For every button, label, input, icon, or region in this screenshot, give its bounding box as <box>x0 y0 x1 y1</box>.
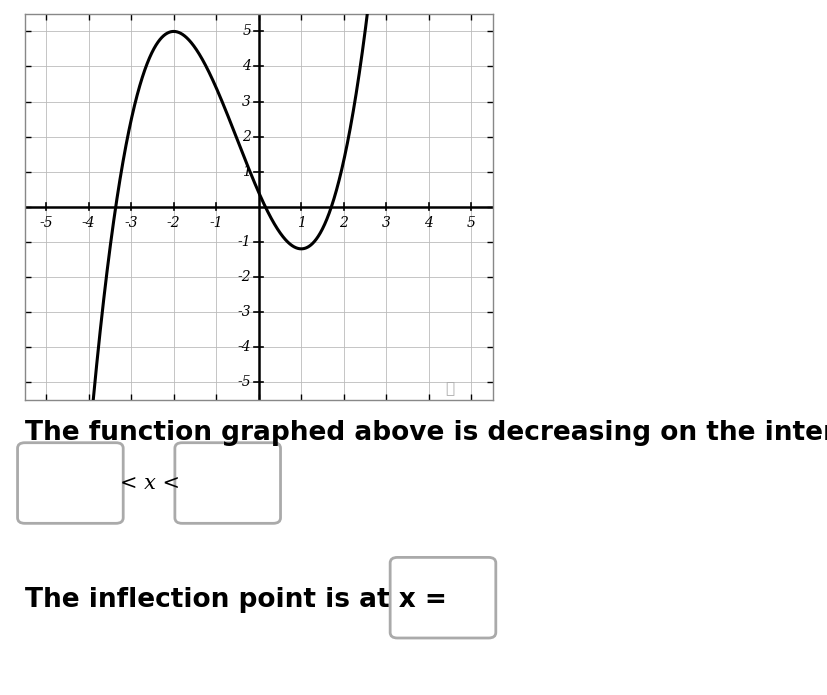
FancyBboxPatch shape <box>390 557 495 638</box>
Text: < x <: < x < <box>120 473 179 493</box>
Text: -5: -5 <box>237 375 251 389</box>
Text: -1: -1 <box>237 235 251 249</box>
Text: 3: 3 <box>242 95 251 108</box>
Text: -4: -4 <box>237 340 251 354</box>
Text: -3: -3 <box>237 305 251 319</box>
Text: -3: -3 <box>124 215 138 229</box>
Text: 4: 4 <box>242 60 251 74</box>
Text: ⌕: ⌕ <box>445 382 454 397</box>
Text: 2: 2 <box>339 215 348 229</box>
Text: 3: 3 <box>381 215 390 229</box>
Text: The function graphed above is decreasing on the interval: The function graphed above is decreasing… <box>25 420 827 446</box>
FancyBboxPatch shape <box>174 443 280 523</box>
Text: -2: -2 <box>167 215 180 229</box>
Text: 1: 1 <box>297 215 305 229</box>
Text: 5: 5 <box>242 24 251 38</box>
Text: 4: 4 <box>424 215 433 229</box>
Text: -1: -1 <box>209 215 222 229</box>
Text: 5: 5 <box>466 215 476 229</box>
Text: -5: -5 <box>39 215 53 229</box>
Text: -4: -4 <box>82 215 95 229</box>
Text: 1: 1 <box>242 165 251 179</box>
Text: The inflection point is at x =: The inflection point is at x = <box>25 587 447 613</box>
Text: 2: 2 <box>242 130 251 144</box>
FancyBboxPatch shape <box>17 443 123 523</box>
Text: -2: -2 <box>237 270 251 284</box>
